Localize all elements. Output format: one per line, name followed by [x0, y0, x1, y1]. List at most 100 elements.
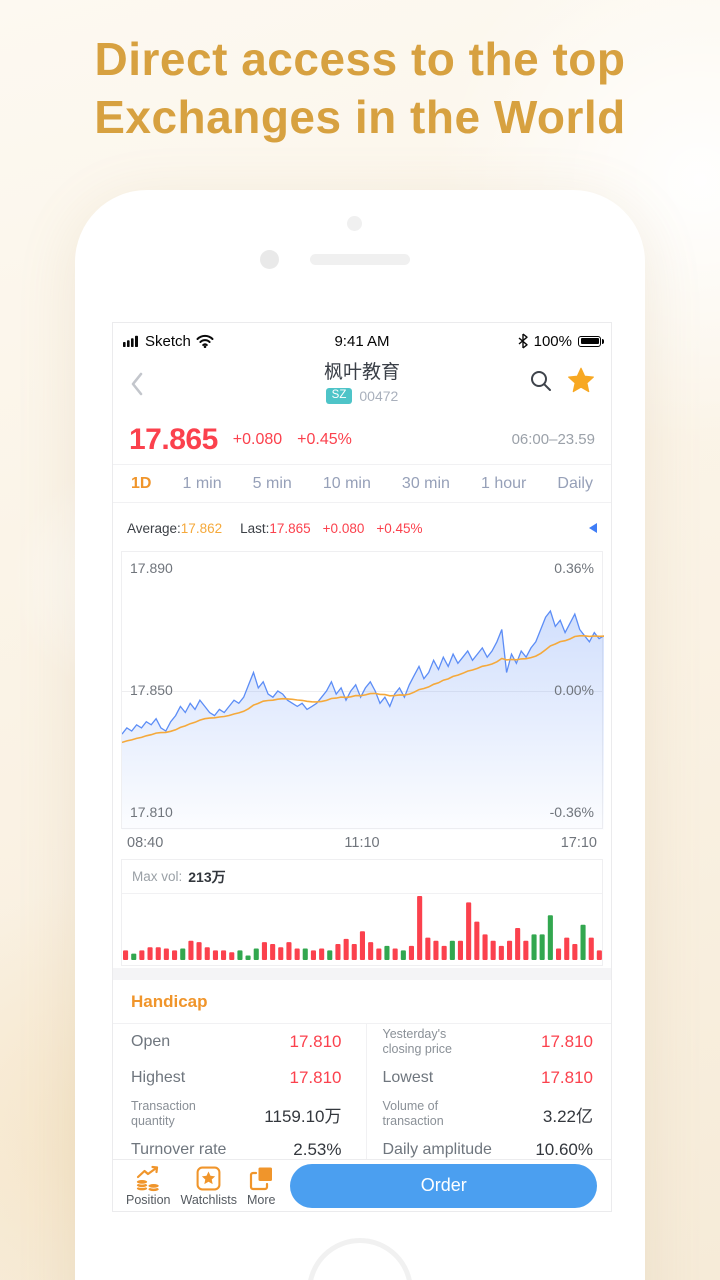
x-tick-open: 08:40	[127, 835, 164, 851]
stat-value: 2.53%	[293, 1140, 342, 1159]
volume-panel: Max vol: 213万	[121, 859, 603, 966]
stat-value: 1159.10万	[264, 1106, 342, 1126]
price-change: +0.080	[232, 430, 283, 448]
tab-1-min[interactable]: 1 min	[182, 474, 222, 492]
max-volume-value: 213万	[188, 868, 226, 885]
wifi-icon	[196, 334, 214, 348]
headline-line1: Direct access to the top	[94, 33, 626, 85]
stat-label: Highest	[131, 1069, 186, 1086]
battery-icon	[578, 335, 604, 347]
trading-session-label: 06:00–23.59	[511, 431, 595, 448]
tab-1d[interactable]: 1D	[131, 474, 152, 492]
tab-5-min[interactable]: 5 min	[252, 474, 292, 492]
handicap-stats: Open 17.810 Yesterday's closing price 17.81…	[113, 1024, 611, 1168]
stat-value: 3.22亿	[542, 1106, 593, 1126]
stat-row: Open 17.810 Yesterday's closing price 17.81…	[113, 1024, 611, 1060]
stat-row: Turnover rate 2.53% Daily amplitude 10.60%	[113, 1132, 611, 1168]
position-coins-icon	[135, 1165, 160, 1192]
stat-label: Lowest	[382, 1069, 434, 1086]
stat-value: 17.810	[541, 1068, 593, 1087]
stat-value: 17.810	[289, 1068, 342, 1087]
bluetooth-icon	[518, 333, 528, 349]
signal-bars-icon	[123, 335, 138, 347]
last-change: +0.080	[322, 520, 365, 536]
stat-label: Turnover rate	[131, 1141, 227, 1158]
stat-cell: Daily amplitude 10.60%	[367, 1132, 612, 1168]
pct-label-top: 0.36%	[554, 560, 594, 576]
stat-label: Yesterday's closing price	[382, 1026, 452, 1056]
stat-cell: Highest 17.810	[113, 1060, 367, 1096]
phone-mockup: Sketch 9:41 AM 100%	[75, 190, 645, 1280]
pct-label-bottom: -0.36%	[549, 804, 594, 820]
more-label: More	[246, 1192, 276, 1207]
order-button[interactable]: Order	[290, 1163, 597, 1208]
stat-cell: Yesterday's closing price 17.810	[367, 1024, 612, 1060]
back-button[interactable]	[129, 371, 145, 397]
phone-speaker	[310, 254, 410, 265]
stat-row: Highest 17.810 Lowest 17.810	[113, 1060, 611, 1096]
phone-home-button	[307, 1238, 413, 1280]
timeframe-tabs: 1D 1 min 5 min 10 min 30 min 1 hour Daily	[113, 465, 611, 503]
price-line-chart	[122, 609, 604, 830]
watchlists-button[interactable]: Watchlists	[180, 1165, 237, 1207]
y-label-mid: 17.850	[130, 682, 173, 698]
tab-10-min[interactable]: 10 min	[322, 474, 371, 492]
tab-1-hour[interactable]: 1 hour	[481, 474, 527, 492]
stock-name-title: 枫叶教育	[323, 362, 400, 383]
time-axis: 08:40 11:10 17:10	[113, 829, 611, 857]
price-change-percent: +0.45%	[297, 430, 352, 448]
y-label-bottom: 17.810	[130, 804, 173, 820]
stat-label: Daily amplitude	[382, 1141, 492, 1158]
last-label: Last:	[240, 520, 270, 536]
battery-percent-label: 100%	[533, 332, 572, 350]
last-price: 17.865	[129, 422, 218, 456]
carrier-label: Sketch	[145, 332, 191, 350]
watchlists-label: Watchlists	[180, 1192, 237, 1207]
position-label: Position	[126, 1192, 171, 1207]
page-title: Direct access to the top Exchanges in th…	[0, 30, 720, 146]
clock-label: 9:41 AM	[334, 332, 390, 350]
stat-value: 17.810	[541, 1032, 593, 1051]
chart-gridline	[122, 691, 602, 692]
stat-cell: Open 17.810	[113, 1024, 367, 1060]
chart-legend: Average: 17.862 Last: 17.865 +0.080 +0.45%	[113, 503, 611, 547]
watchlist-star-icon	[196, 1166, 221, 1190]
stat-label: Volume of transaction	[382, 1098, 444, 1128]
more-button[interactable]: More	[247, 1165, 275, 1207]
stat-cell: Lowest 17.810	[367, 1060, 612, 1096]
average-label: Average:	[127, 520, 181, 536]
stat-cell: Transaction quantity 1159.10万	[113, 1096, 367, 1132]
last-change-percent: +0.45%	[376, 520, 423, 536]
pct-label-mid: 0.00%	[554, 682, 594, 698]
search-icon[interactable]	[529, 369, 553, 393]
price-header: 17.865 +0.080 +0.45% 06:00–23.59	[113, 415, 611, 465]
bottom-action-bar: Position Watchlists More Order	[113, 1159, 611, 1211]
average-value: 17.862	[180, 520, 223, 536]
phone-sensor-dot	[347, 216, 362, 231]
tab-30-min[interactable]: 30 min	[401, 474, 450, 492]
phone-camera-dot	[260, 250, 279, 269]
exchange-badge: SZ	[325, 388, 353, 404]
collapse-left-icon[interactable]	[589, 523, 597, 533]
favorite-star-icon[interactable]	[567, 366, 595, 394]
stat-value: 10.60%	[535, 1140, 593, 1159]
tab-daily[interactable]: Daily	[557, 474, 593, 492]
last-value: 17.865	[269, 520, 311, 536]
price-chart[interactable]: 17.890 0.36% 17.850 0.00% 17.810 -0.36%	[121, 551, 604, 830]
x-tick-close: 17:10	[560, 835, 597, 851]
status-bar: Sketch 9:41 AM 100%	[113, 323, 611, 353]
stat-row: Transaction quantity 1159.10万 Volume of tr…	[113, 1096, 611, 1132]
position-button[interactable]: Position	[126, 1165, 170, 1207]
stat-cell: Turnover rate 2.53%	[113, 1132, 367, 1168]
stat-cell: Volume of transaction 3.22亿	[367, 1096, 612, 1132]
stock-code: 00472	[359, 388, 399, 404]
stat-label: Transaction quantity	[131, 1098, 196, 1128]
volume-bar-chart	[123, 896, 602, 960]
more-layers-icon	[249, 1167, 272, 1190]
headline-line2: Exchanges in the World	[94, 91, 626, 143]
stock-nav-bar: 枫叶教育 SZ 00472	[113, 353, 611, 415]
section-divider	[113, 968, 611, 980]
app-screen: Sketch 9:41 AM 100%	[112, 322, 612, 1212]
stat-label: Open	[131, 1033, 171, 1050]
